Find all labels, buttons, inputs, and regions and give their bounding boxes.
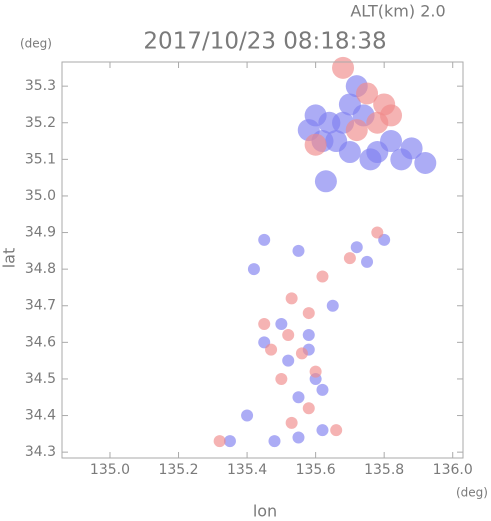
echo-blob xyxy=(213,435,226,448)
y-tick-label: 34.6 xyxy=(25,334,56,350)
x-tick-label: 136.0 xyxy=(433,462,473,478)
echo-blob xyxy=(380,130,403,153)
echo-blob xyxy=(343,252,356,265)
echo-blob xyxy=(258,233,271,246)
echo-blob xyxy=(330,424,343,437)
echo-blob xyxy=(400,137,423,160)
echo-blob xyxy=(285,416,298,429)
echo-blob xyxy=(316,383,329,396)
y-axis-label: lat xyxy=(0,248,19,269)
echo-blob xyxy=(338,141,361,164)
echo-blob xyxy=(292,431,305,444)
x-tick-label: 135.2 xyxy=(158,462,198,478)
echo-blob xyxy=(247,263,260,276)
y-tick-label: 35.3 xyxy=(25,78,56,94)
echo-blob xyxy=(380,104,403,127)
echo-blob xyxy=(258,318,271,331)
echo-blob xyxy=(332,56,355,79)
echo-blob xyxy=(304,133,327,156)
echo-blob xyxy=(292,391,305,404)
altitude-annotation: ALT(km) 2.0 xyxy=(350,2,445,21)
echo-blob xyxy=(314,170,337,193)
x-axis-label: lon xyxy=(253,502,277,521)
x-unit: (deg) xyxy=(456,486,488,500)
echo-blob xyxy=(223,435,236,448)
echo-blob xyxy=(302,402,315,415)
echo-blob xyxy=(359,148,382,171)
echo-blob xyxy=(309,365,322,378)
y-tick-label: 34.8 xyxy=(25,261,56,277)
echo-blob xyxy=(285,292,298,305)
echo-blob xyxy=(316,270,329,283)
y-tick-label: 34.7 xyxy=(25,298,56,314)
x-tick-label: 135.0 xyxy=(90,462,130,478)
y-tick-label: 34.4 xyxy=(25,408,56,424)
echo-blob xyxy=(350,241,363,254)
echo-blob xyxy=(265,343,278,356)
echo-blob xyxy=(414,152,437,175)
y-tick-label: 35.2 xyxy=(25,115,56,131)
chart-title: 2017/10/23 08:18:38 xyxy=(143,29,386,55)
y-tick-label: 34.5 xyxy=(25,371,56,387)
echo-blob xyxy=(282,354,295,367)
echo-blob xyxy=(282,329,295,342)
plot-frame xyxy=(61,61,464,459)
x-tick-label: 135.8 xyxy=(364,462,404,478)
echo-blob xyxy=(241,409,254,422)
echo-blob xyxy=(295,347,308,360)
echo-blob xyxy=(275,372,288,385)
echo-blob xyxy=(302,329,315,342)
y-tick-label: 35.1 xyxy=(25,151,56,167)
echo-blob xyxy=(302,307,315,320)
echo-blob xyxy=(356,82,379,105)
echo-blob xyxy=(345,119,368,142)
echo-blob xyxy=(326,299,339,312)
echo-blob xyxy=(361,255,374,268)
x-tick-label: 135.6 xyxy=(296,462,336,478)
x-tick-label: 135.4 xyxy=(227,462,267,478)
echo-blob xyxy=(275,318,288,331)
echo-blob xyxy=(268,435,281,448)
y-tick-label: 34.3 xyxy=(25,444,56,460)
echo-blob xyxy=(292,244,305,257)
y-tick-label: 34.9 xyxy=(25,225,56,241)
y-tick-label: 35.0 xyxy=(25,188,56,204)
echo-blob xyxy=(371,226,384,239)
plot-area xyxy=(213,56,437,448)
y-unit: (deg) xyxy=(20,37,52,51)
echo-blob xyxy=(316,424,329,437)
